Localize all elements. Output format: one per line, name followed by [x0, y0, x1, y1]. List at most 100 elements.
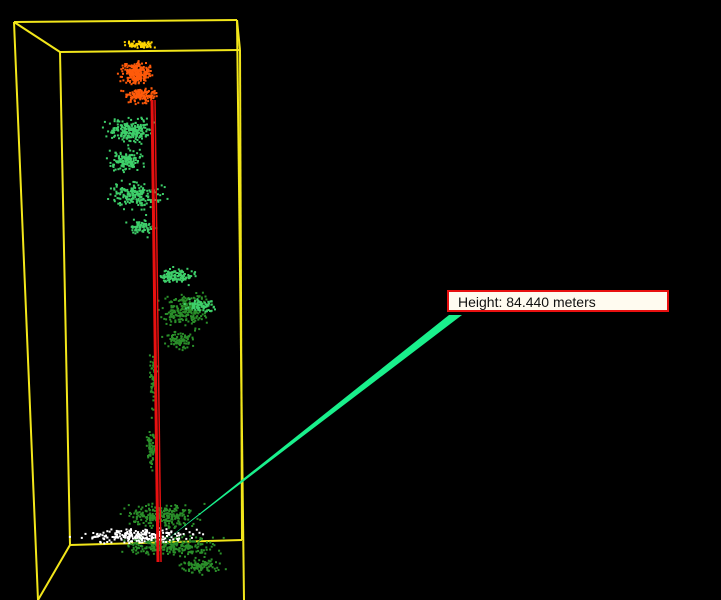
point-top: [149, 42, 152, 45]
point-low-vegetation: [171, 515, 174, 518]
point-mid-vegetation: [136, 191, 138, 194]
point-low-vegetation: [194, 319, 197, 322]
point-mid-vegetation: [138, 193, 141, 195]
point-ground: [134, 530, 137, 532]
point-low-vegetation: [183, 517, 186, 520]
point-low-vegetation: [200, 548, 203, 551]
point-low-vegetation: [196, 546, 199, 549]
measure-line: [150, 99, 160, 563]
point-mid-vegetation: [186, 267, 189, 270]
point-low-vegetation: [205, 316, 208, 319]
point-mid-vegetation: [145, 194, 148, 197]
point-canopy: [149, 70, 152, 72]
point-low-vegetation: [181, 514, 184, 517]
point-low-vegetation: [197, 549, 200, 552]
point-mid-vegetation: [124, 160, 127, 163]
point-canopy: [137, 60, 140, 63]
point-ground: [176, 537, 179, 540]
point-top: [143, 44, 146, 47]
point-low-vegetation: [198, 311, 201, 313]
point-mid-vegetation: [160, 184, 163, 187]
point-canopy: [148, 96, 151, 99]
point-mid-vegetation: [121, 161, 124, 164]
point-low-vegetation: [178, 564, 181, 567]
point-ground: [93, 535, 96, 538]
point-low-vegetation: [194, 556, 197, 559]
point-ground: [148, 531, 151, 534]
point-low-vegetation: [149, 439, 152, 442]
point-top: [150, 41, 153, 44]
point-low-vegetation: [184, 300, 187, 303]
point-low-vegetation: [152, 545, 155, 548]
point-mid-vegetation: [139, 156, 141, 158]
point-low-vegetation: [181, 339, 184, 342]
point-mid-vegetation: [134, 129, 137, 132]
point-canopy: [131, 66, 133, 69]
point-mid-vegetation: [132, 131, 135, 134]
point-mid-vegetation: [112, 163, 115, 166]
point-low-vegetation: [172, 317, 175, 319]
point-top: [143, 46, 145, 49]
point-low-vegetation: [193, 297, 196, 300]
point-low-vegetation: [184, 347, 187, 350]
point-mid-vegetation: [131, 208, 134, 211]
point-ground: [182, 533, 185, 535]
point-canopy: [145, 69, 148, 72]
point-mid-vegetation: [134, 141, 137, 144]
point-mid-vegetation: [132, 231, 135, 234]
point-mid-vegetation: [136, 139, 139, 141]
point-low-vegetation: [150, 466, 153, 469]
point-mid-vegetation: [143, 189, 146, 192]
point-mid-vegetation: [145, 123, 148, 126]
point-low-vegetation: [176, 541, 179, 544]
point-low-vegetation: [176, 513, 178, 516]
point-canopy: [136, 75, 139, 78]
point-low-vegetation: [151, 519, 154, 522]
point-low-vegetation: [193, 564, 196, 566]
point-low-vegetation: [194, 327, 197, 330]
point-low-vegetation: [145, 510, 148, 513]
point-mid-vegetation: [120, 191, 123, 194]
point-mid-vegetation: [116, 119, 119, 122]
point-mid-vegetation: [133, 140, 136, 143]
point-low-vegetation: [149, 542, 152, 545]
point-low-vegetation: [181, 552, 183, 555]
point-low-vegetation: [186, 338, 189, 341]
point-mid-vegetation: [134, 121, 137, 124]
point-mid-vegetation: [191, 303, 194, 306]
point-low-vegetation: [169, 338, 172, 340]
point-low-vegetation: [167, 334, 170, 337]
point-mid-vegetation: [168, 280, 171, 283]
point-canopy: [139, 70, 142, 72]
point-low-vegetation: [171, 518, 174, 521]
point-mid-vegetation: [127, 134, 129, 137]
point-low-vegetation: [191, 546, 194, 549]
point-low-vegetation: [170, 539, 173, 542]
point-canopy: [125, 81, 128, 84]
point-mid-vegetation: [141, 204, 144, 207]
point-low-vegetation: [176, 339, 179, 342]
point-canopy: [146, 97, 149, 100]
point-mid-vegetation: [123, 134, 126, 137]
point-ground: [143, 540, 146, 543]
point-canopy: [124, 63, 127, 65]
point-mid-vegetation: [187, 274, 190, 276]
point-canopy: [132, 94, 135, 96]
point-canopy: [138, 63, 140, 66]
point-low-vegetation: [149, 434, 152, 437]
point-ground: [115, 535, 118, 538]
point-low-vegetation: [149, 524, 152, 527]
point-ground: [162, 535, 165, 538]
point-canopy: [132, 77, 135, 80]
point-mid-vegetation: [128, 156, 131, 158]
point-canopy: [131, 91, 134, 94]
point-mid-vegetation: [181, 270, 184, 273]
point-ground: [166, 531, 169, 534]
point-mid-vegetation: [128, 139, 131, 142]
point-mid-vegetation: [113, 131, 115, 134]
point-mid-vegetation: [142, 124, 145, 127]
point-low-vegetation: [205, 321, 208, 324]
point-ground: [138, 541, 141, 544]
